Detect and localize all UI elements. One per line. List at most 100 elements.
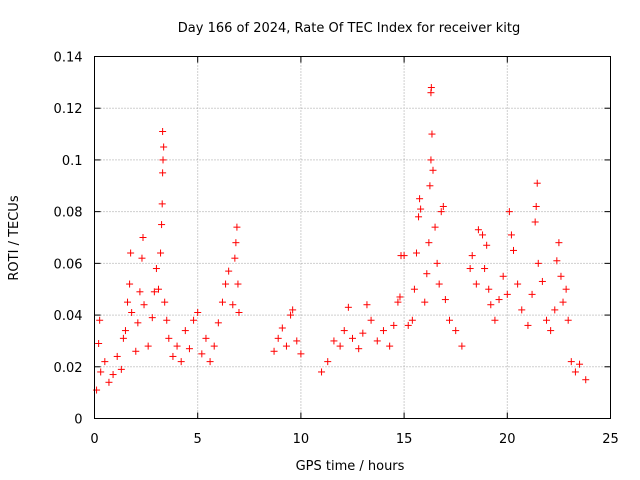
data-point xyxy=(157,249,165,257)
data-point xyxy=(410,285,418,293)
data-point xyxy=(474,226,482,234)
data-point xyxy=(177,358,185,366)
data-point xyxy=(185,345,193,353)
data-point xyxy=(344,303,352,311)
data-point xyxy=(359,329,367,337)
axis-ticks: 0 5 10 15 20 25 0 0.02 0.04 0.06 0.08 0.1 0.12 0.14 xyxy=(54,51,619,448)
x-tick-label: 5 xyxy=(194,432,202,447)
gridlines xyxy=(94,56,611,419)
data-point xyxy=(507,231,515,239)
data-point xyxy=(400,252,408,260)
data-point xyxy=(481,265,489,273)
y-tick-label: 0.08 xyxy=(54,206,83,221)
y-axis-label: ROTI / TECUs xyxy=(7,195,22,280)
data-point xyxy=(518,306,526,314)
data-point xyxy=(479,231,487,239)
data-point xyxy=(435,280,443,288)
data-point xyxy=(564,316,572,324)
data-point xyxy=(163,316,171,324)
x-tick-label: 0 xyxy=(90,432,98,447)
data-point xyxy=(452,327,460,335)
x-tick-label: 25 xyxy=(602,432,619,447)
data-point xyxy=(427,84,435,92)
data-point xyxy=(194,308,202,316)
data-point xyxy=(555,239,563,247)
data-point xyxy=(415,213,423,221)
data-point xyxy=(428,130,436,138)
data-point xyxy=(433,259,441,267)
data-point xyxy=(181,327,189,335)
data-point xyxy=(190,316,198,324)
x-tick-label: 20 xyxy=(499,432,516,447)
data-point xyxy=(124,298,132,306)
data-point xyxy=(446,316,454,324)
data-point xyxy=(202,334,210,342)
data-point xyxy=(425,239,433,247)
data-point xyxy=(134,319,142,327)
data-point xyxy=(543,316,551,324)
data-point xyxy=(206,358,214,366)
plot-frame xyxy=(94,56,611,419)
data-point xyxy=(367,316,375,324)
data-point xyxy=(169,352,177,360)
chart-title: Day 166 of 2024, Rate Of TEC Index for r… xyxy=(178,21,520,36)
data-point xyxy=(274,334,282,342)
data-point xyxy=(270,347,278,355)
data-point xyxy=(105,378,113,386)
data-point xyxy=(318,368,326,376)
data-point xyxy=(119,334,127,342)
data-point xyxy=(514,280,522,288)
y-tick-label: 0.12 xyxy=(54,102,83,117)
data-point xyxy=(431,223,439,231)
data-point xyxy=(427,156,435,164)
data-point xyxy=(426,182,434,190)
data-point xyxy=(97,368,105,376)
data-point xyxy=(159,169,167,177)
data-point xyxy=(567,358,575,366)
data-point xyxy=(531,218,539,226)
data-point xyxy=(533,179,541,187)
data-point xyxy=(297,350,305,358)
data-point xyxy=(532,202,540,210)
x-tick-label: 15 xyxy=(396,432,413,447)
data-point xyxy=(289,306,297,314)
data-point xyxy=(373,337,381,345)
data-point xyxy=(439,202,447,210)
data-point xyxy=(390,321,398,329)
data-point xyxy=(126,280,134,288)
y-tick-label: 0.1 xyxy=(62,154,83,169)
data-point xyxy=(233,223,241,231)
data-point xyxy=(421,298,429,306)
data-point xyxy=(214,319,222,327)
data-point xyxy=(330,337,338,345)
data-point xyxy=(117,365,125,373)
data-point xyxy=(121,327,129,335)
data-point xyxy=(505,208,513,216)
data-point xyxy=(101,358,109,366)
data-point xyxy=(437,208,445,216)
data-point xyxy=(557,272,565,280)
data-point xyxy=(160,143,168,151)
data-point xyxy=(218,298,226,306)
x-axis-label: GPS time / hours xyxy=(296,459,405,474)
data-point xyxy=(150,288,158,296)
data-point xyxy=(173,342,181,350)
data-point xyxy=(528,290,536,298)
data-point xyxy=(412,249,420,257)
data-point xyxy=(158,221,166,229)
data-point xyxy=(136,288,144,296)
data-point xyxy=(198,350,206,358)
data-point xyxy=(324,358,332,366)
data-point xyxy=(232,239,240,247)
data-point xyxy=(109,371,117,379)
data-point xyxy=(559,298,567,306)
data-point xyxy=(158,200,166,208)
data-point xyxy=(485,285,493,293)
data-point xyxy=(466,265,474,273)
data-point xyxy=(408,316,416,324)
data-point xyxy=(499,272,507,280)
data-point xyxy=(159,127,167,135)
data-point xyxy=(423,270,431,278)
data-point xyxy=(278,324,286,332)
